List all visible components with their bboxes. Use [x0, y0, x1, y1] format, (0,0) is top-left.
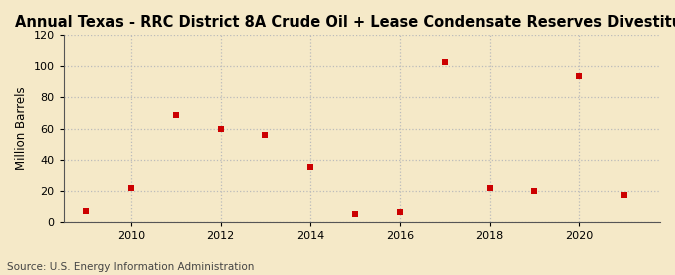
Point: [260, 133, 271, 137]
Y-axis label: Million Barrels: Million Barrels: [15, 87, 28, 170]
Point: [619, 193, 630, 197]
Point: [170, 112, 181, 117]
Point: [126, 185, 136, 190]
Point: [484, 185, 495, 190]
Point: [529, 188, 540, 193]
Text: Source: U.S. Energy Information Administration: Source: U.S. Energy Information Administ…: [7, 262, 254, 272]
Point: [574, 73, 585, 78]
Title: Annual Texas - RRC District 8A Crude Oil + Lease Condensate Reserves Divestiture: Annual Texas - RRC District 8A Crude Oil…: [16, 15, 675, 30]
Point: [395, 210, 406, 214]
Point: [439, 60, 450, 64]
Point: [305, 165, 316, 170]
Point: [81, 209, 92, 213]
Point: [350, 212, 360, 216]
Point: [215, 126, 226, 131]
